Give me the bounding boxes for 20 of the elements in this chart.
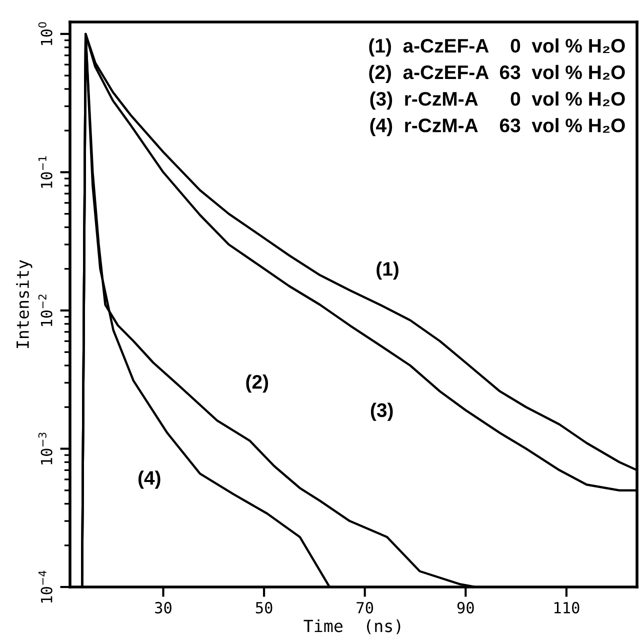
x-tick-label: 110 bbox=[554, 602, 580, 614]
y-tick-label: 10$^{−3}$ bbox=[38, 432, 52, 464]
x-tick-label: 50 bbox=[256, 602, 272, 614]
text: (3) bbox=[370, 402, 393, 421]
x-tick-label: 30 bbox=[155, 602, 172, 614]
series-label: (4) bbox=[138, 470, 160, 489]
y-tick-label: 10$^{−1}$ bbox=[38, 156, 52, 188]
y-tick-label: 10$^{−2}$ bbox=[38, 294, 52, 326]
series-label: (1) bbox=[376, 262, 398, 280]
annotation: (2) a-CzEF-A 63 vol % H₂O bbox=[369, 64, 625, 84]
x-axis-title: Time (ns) bbox=[304, 619, 400, 634]
x-tick-label: 90 bbox=[457, 602, 474, 614]
annotation: (3) r-CzM-A 0 vol % H₂O bbox=[370, 91, 625, 110]
y-tick-label: 10$^{0}$ bbox=[38, 22, 52, 46]
text: (2) bbox=[246, 374, 268, 393]
annotation: (4) r-CzM-A 63 vol % H₂O bbox=[370, 118, 625, 136]
annotation: (1) a-CzEF-A 0 vol % H₂O bbox=[369, 38, 625, 56]
y-axis-title: Intensity bbox=[16, 260, 32, 348]
y-tick-label: 10$^{−4}$ bbox=[38, 570, 52, 603]
x-tick-label: 70 bbox=[356, 602, 374, 614]
